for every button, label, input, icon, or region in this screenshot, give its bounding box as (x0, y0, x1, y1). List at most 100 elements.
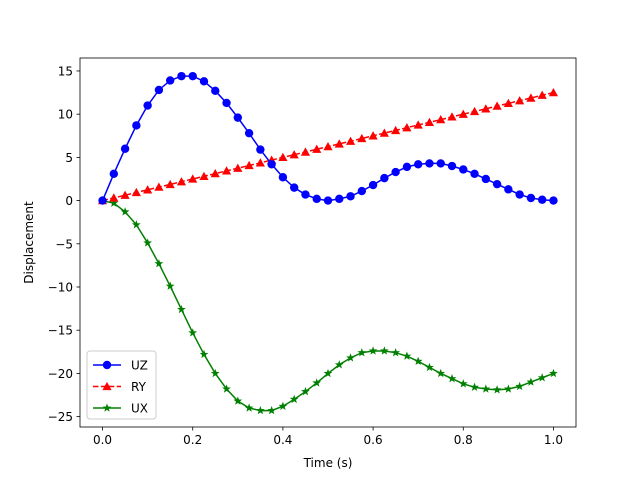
data-point-ry (469, 106, 480, 116)
data-point-ux (391, 348, 401, 357)
data-point-uz (222, 98, 231, 108)
data-point-uz (402, 162, 412, 172)
data-point-ux (154, 259, 164, 268)
data-point-ux (278, 401, 288, 410)
data-point-ry (188, 174, 198, 183)
data-point-ry (334, 139, 344, 148)
y-tick-label: 5 (65, 151, 73, 165)
data-point-uz (244, 128, 254, 138)
data-point-ry (154, 182, 164, 191)
data-point-ux (222, 384, 231, 393)
data-point-ry (323, 141, 333, 151)
data-point-ux (537, 373, 547, 382)
data-point-uz (537, 195, 547, 204)
data-point-ry (120, 190, 130, 199)
data-point-ry (176, 177, 187, 186)
legend-marker-ry (102, 381, 112, 391)
x-tick-label: 1.0 (544, 433, 563, 447)
data-point-ry (165, 179, 175, 189)
data-point-uz (98, 196, 107, 205)
y-tick-label: 0 (65, 194, 73, 208)
data-point-ux (447, 374, 457, 383)
data-point-ry (436, 115, 446, 124)
data-point-ry (368, 131, 378, 140)
data-point-ux (492, 385, 502, 394)
data-point-ry (447, 112, 457, 121)
data-point-ux (549, 368, 558, 378)
data-point-ux (402, 351, 412, 360)
data-point-uz (143, 101, 152, 110)
data-point-ux (244, 403, 254, 412)
data-point-ry (379, 128, 389, 137)
data-point-ux (346, 353, 355, 362)
data-point-uz (335, 194, 344, 204)
data-point-ux (120, 207, 130, 216)
data-point-ry (244, 160, 254, 170)
data-point-uz (211, 86, 220, 96)
data-point-uz (120, 144, 130, 153)
data-point-ux (515, 381, 525, 391)
data-point-ux (458, 379, 468, 388)
data-point-ux (165, 281, 175, 290)
legend-item-ux: UX (93, 402, 148, 416)
legend-label-ry: RY (131, 380, 147, 394)
data-point-ux (470, 382, 479, 391)
data-point-uz (526, 193, 536, 203)
data-point-ux (334, 360, 344, 369)
data-point-ux (379, 346, 389, 355)
data-point-ry (526, 93, 536, 102)
legend-marker-ux (102, 403, 112, 412)
data-point-ry (458, 109, 468, 118)
data-point-ry (391, 125, 401, 135)
data-point-ry (492, 101, 502, 110)
data-point-ry (402, 123, 412, 132)
data-point-uz (425, 159, 434, 168)
data-point-uz (346, 192, 355, 201)
data-point-uz (549, 196, 558, 205)
legend-item-uz: UZ (93, 359, 148, 373)
data-point-uz (459, 165, 468, 174)
x-tick-label: 0.4 (273, 433, 292, 447)
series-uz (98, 71, 558, 205)
data-point-ry (255, 158, 265, 167)
y-tick-label: −20 (48, 367, 73, 381)
data-point-uz (278, 173, 288, 182)
data-point-uz (357, 186, 367, 196)
data-point-uz (380, 173, 389, 183)
data-point-uz (481, 174, 491, 184)
y-tick-label: −15 (48, 324, 73, 338)
legend: UZ RY UX (86, 350, 157, 420)
data-point-uz (492, 179, 502, 189)
y-axis-ticks: −25 −20 −15 −10 −5 0 5 10 15 (48, 64, 80, 424)
data-point-uz (165, 76, 175, 85)
data-point-uz (391, 167, 400, 177)
data-point-ux (177, 304, 186, 314)
x-tick-label: 0.2 (183, 433, 202, 447)
y-tick-label: −10 (48, 281, 73, 295)
data-point-ux (255, 405, 265, 415)
data-point-uz (154, 85, 164, 95)
data-point-ry (278, 152, 288, 162)
data-point-uz (436, 159, 445, 168)
data-point-uz (312, 194, 321, 204)
data-point-ry (503, 98, 513, 108)
data-point-ux (526, 377, 536, 386)
x-tick-label: 0.6 (364, 433, 383, 447)
data-point-ux (210, 368, 220, 378)
data-point-ry (131, 187, 141, 197)
x-tick-label: 0.0 (93, 433, 112, 447)
data-point-ux (131, 220, 141, 229)
data-point-uz (289, 183, 299, 192)
data-point-ux (323, 368, 333, 378)
x-axis-ticks: 0.0 0.2 0.4 0.6 0.8 1.0 (93, 427, 563, 447)
axes-frame (79, 57, 577, 428)
y-tick-label: 10 (58, 108, 73, 122)
data-point-uz (447, 161, 457, 171)
y-tick-label: −25 (48, 410, 73, 424)
series-ux (98, 195, 558, 415)
data-point-ux (143, 238, 153, 247)
legend-label-uz: UZ (131, 359, 148, 373)
data-point-uz (515, 190, 524, 199)
data-point-uz (470, 169, 479, 178)
